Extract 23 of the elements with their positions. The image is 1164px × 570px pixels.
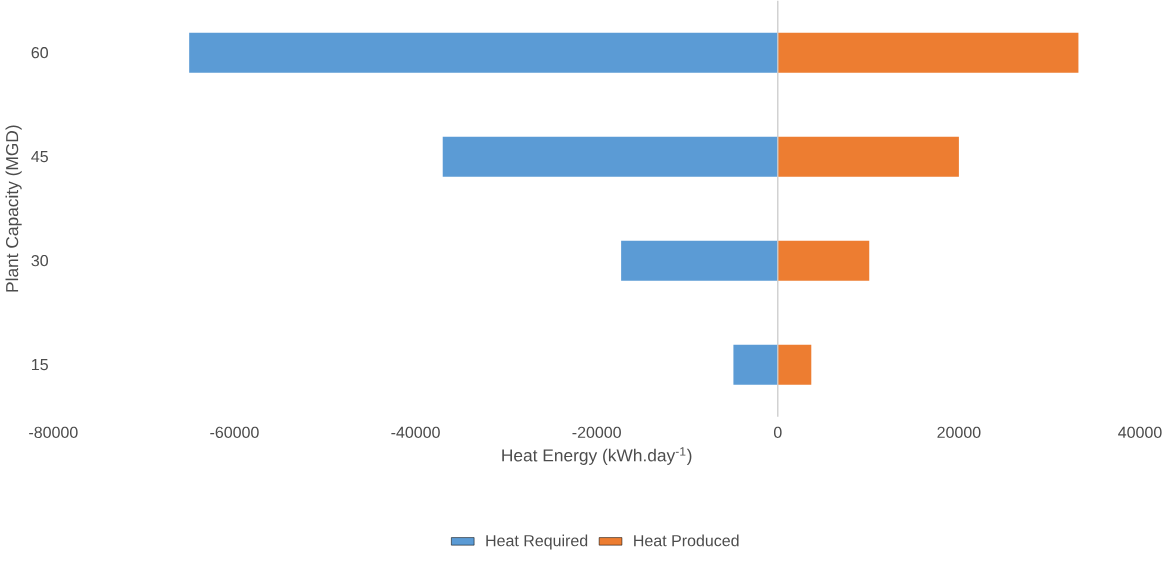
x-axis-title: Heat Energy (kWh.day$^{-1}$) [502,447,692,465]
y-axis-title: Plant Capacity (MGD) [5,125,22,292]
x-tick-label: 20000 [937,426,981,439]
bar [777,240,870,281]
bar [189,32,778,73]
x-tick-label: -40000 [391,426,440,439]
bar [442,136,778,177]
x-tick-label: 0 [773,426,782,439]
x-tick-label: -20000 [572,426,621,439]
bar [777,32,1079,73]
x-tick-label: -60000 [210,426,259,439]
y-tick-label: 45 [31,151,48,163]
bar [777,344,812,385]
bar [777,136,959,177]
y-tick-label: 30 [31,255,49,267]
x-tick-label: -80000 [29,426,78,439]
bar [733,344,778,385]
x-tick-label: 40000 [1118,426,1162,439]
y-tick-label: 60 [31,47,49,59]
y-tick-label: 15 [32,359,48,371]
legend-label: Heat Produced [634,534,739,547]
legend-label: Heat Required [486,534,588,550]
bar [621,240,778,281]
